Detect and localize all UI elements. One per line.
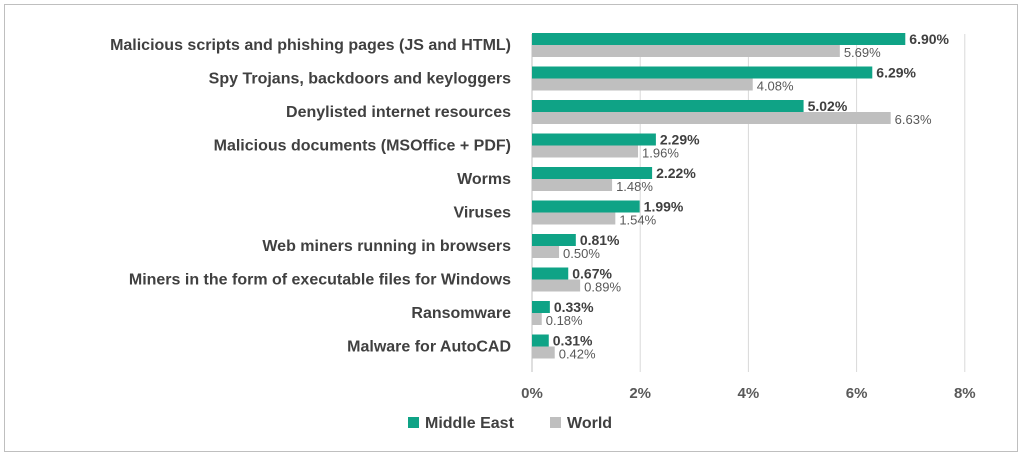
bar-middle-east [532, 167, 653, 179]
chart-frame [4, 4, 1018, 452]
category-label: Malicious scripts and phishing pages (JS… [110, 37, 511, 54]
data-label-middle-east: 0.67% [572, 266, 612, 282]
data-label-middle-east: 0.33% [554, 299, 594, 315]
category-label: Miners in the form of executable files f… [129, 272, 511, 289]
bars: 6.90% 5.69% 6.29% 4.08% 5.02% 6.63% 2.29%1.96%… [532, 31, 950, 362]
category-label: Malware for AutoCAD [347, 339, 511, 356]
data-label-middle-east: 2.29% [660, 132, 700, 148]
data-label-world: 0.18% [546, 313, 583, 328]
legend-label: World [567, 415, 612, 432]
data-label-world: 4.08% [757, 79, 794, 94]
bar-world [532, 313, 542, 325]
bar-world [532, 279, 581, 292]
x-tick-label: 4% [738, 385, 760, 402]
category-label: Viruses [453, 205, 511, 222]
category-label: Ransomware [411, 305, 511, 322]
category-label: Spy Trojans, backdoors and keyloggers [209, 71, 511, 88]
bar-middle-east [532, 334, 549, 347]
data-label-middle-east: 1.99% [644, 199, 684, 215]
data-label-middle-east: 2.22% [656, 165, 696, 181]
bar-middle-east [532, 267, 569, 280]
data-label-middle-east: 6.29% [876, 65, 916, 81]
legend-swatch [408, 417, 419, 428]
bar-world [532, 112, 891, 124]
x-tick-label: 6% [846, 385, 868, 402]
data-label-world: 1.96% [642, 146, 679, 161]
data-label-middle-east: 0.31% [553, 333, 593, 349]
bar-middle-east [532, 66, 873, 79]
category-labels: Malicious scripts and phishing pages (JS… [110, 37, 511, 356]
legend-label: Middle East [425, 415, 515, 432]
bar-middle-east [532, 200, 640, 213]
data-label-world: 0.42% [559, 347, 596, 362]
data-label-middle-east: 6.90% [909, 31, 949, 47]
bar-middle-east [532, 234, 576, 246]
x-tick-label: 8% [954, 385, 976, 402]
bar-middle-east [532, 33, 906, 45]
x-tick-label: 0% [521, 385, 543, 402]
x-tick-label: 2% [629, 385, 651, 402]
category-label: Malicious documents (MSOffice + PDF) [214, 138, 511, 155]
category-label: Worms [457, 171, 511, 188]
data-label-world: 6.63% [895, 112, 932, 127]
bar-world [532, 246, 560, 258]
bar-middle-east [532, 100, 804, 112]
bar-world [532, 145, 639, 158]
data-label-world: 5.69% [844, 45, 881, 60]
bar-world [532, 212, 616, 225]
bar-world [532, 179, 613, 191]
bar-middle-east [532, 301, 550, 313]
bar-world [532, 78, 753, 91]
data-label-world: 1.48% [616, 179, 653, 194]
bar-world [532, 45, 840, 57]
legend: Middle East World [408, 415, 612, 432]
legend-swatch [550, 417, 561, 428]
bar-world [532, 346, 555, 359]
data-label-world: 0.50% [563, 246, 600, 261]
data-label-middle-east: 0.81% [580, 232, 620, 248]
data-label-world: 0.89% [584, 280, 621, 295]
data-label-world: 1.54% [619, 213, 656, 228]
data-label-middle-east: 5.02% [808, 98, 848, 114]
bar-middle-east [532, 133, 656, 146]
x-axis-ticks: 0% 2% 4% 6% 8% [521, 385, 975, 402]
category-label: Web miners running in browsers [262, 238, 511, 255]
category-label: Denylisted internet resources [286, 104, 511, 121]
